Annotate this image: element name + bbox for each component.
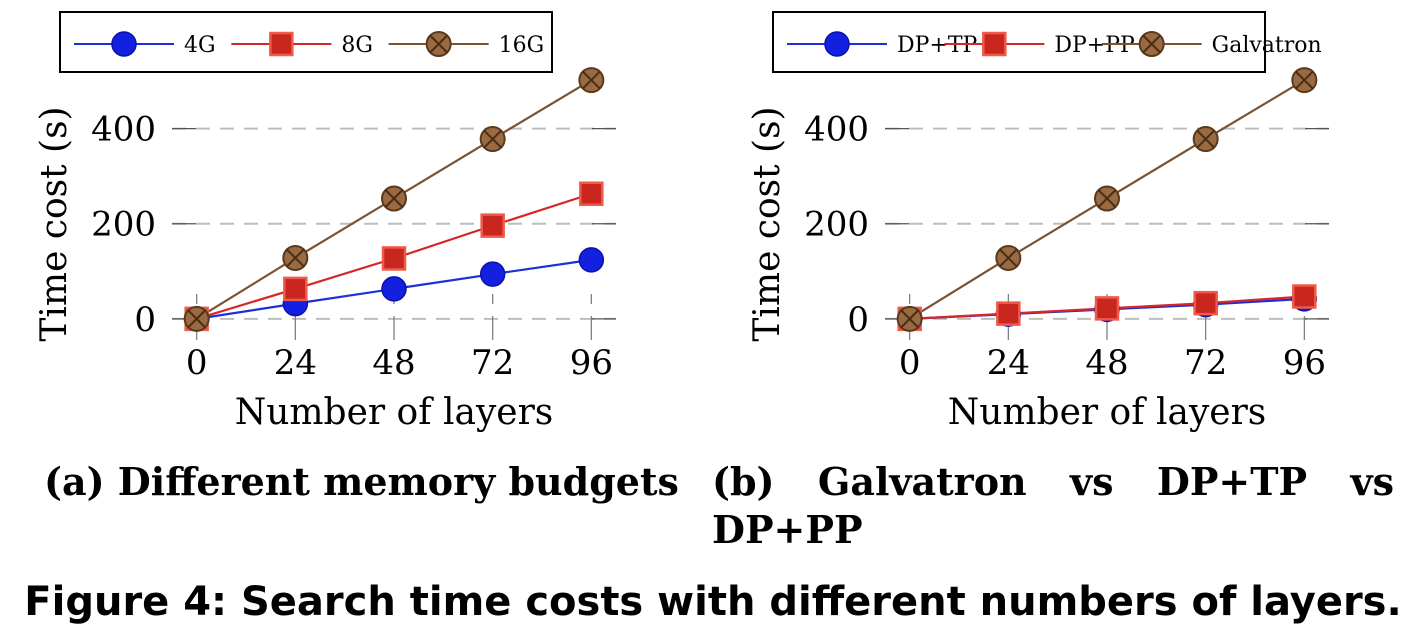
- legend-marker: [1138, 31, 1165, 57]
- data-point: [1192, 126, 1219, 153]
- data-point-cross: [1196, 129, 1215, 149]
- legend-marker: [425, 31, 452, 57]
- x-axis-title: Number of layers: [948, 392, 1267, 433]
- y-tick-label: 400: [804, 110, 869, 150]
- series-markers-2: [183, 67, 605, 332]
- data-point: [578, 67, 605, 94]
- data-point: [579, 181, 604, 207]
- data-point: [1094, 185, 1120, 212]
- legend-label: Galvatron: [1212, 33, 1322, 58]
- legend-box: [59, 11, 553, 73]
- data-point: [381, 185, 407, 212]
- data-point: [1291, 67, 1318, 94]
- legend-label: 4G: [184, 33, 216, 58]
- data-point: [479, 126, 506, 153]
- chart-panel-b: 0 200 400 0 24 48 72 96 Number of layers Time cos…: [713, 0, 1426, 460]
- data-point: [381, 246, 407, 271]
- legend-marker: [824, 31, 850, 57]
- x-tick-label: 96: [1283, 343, 1326, 383]
- legend-marker: [982, 31, 1007, 57]
- x-tick-label: 24: [987, 343, 1030, 383]
- series-markers-2: [896, 67, 1318, 332]
- x-tick-label: 72: [1184, 343, 1227, 383]
- y-tick-label: 200: [804, 205, 869, 245]
- data-point-cross: [1097, 189, 1117, 208]
- x-tick-label: 0: [186, 343, 208, 383]
- subcaption-b-word: vs: [1350, 459, 1394, 504]
- subcaption-b-word: (b): [712, 459, 775, 504]
- x-tick-label: 96: [570, 343, 613, 383]
- x-tick-label: 48: [372, 343, 415, 383]
- data-point: [896, 305, 923, 332]
- legend-marker: [269, 31, 294, 57]
- data-point: [183, 305, 210, 332]
- legend-label: DP+PP: [1054, 33, 1135, 58]
- x-tick-label: 0: [899, 343, 921, 383]
- y-tick-label: 200: [91, 205, 156, 245]
- data-point: [995, 244, 1022, 271]
- subcaption-b-line2: DP+PP: [712, 507, 863, 552]
- figure-caption: Figure 4: Search time costs with differe…: [24, 579, 1402, 625]
- legend-label: 16G: [499, 33, 545, 58]
- data-point-cross: [187, 309, 206, 329]
- legend-marker: [111, 31, 137, 57]
- x-tick-label: 24: [274, 343, 317, 383]
- data-point-cross: [286, 248, 305, 268]
- legend: 4G 8G 16G: [59, 11, 553, 73]
- data-point: [996, 301, 1021, 326]
- data-point-cross: [1295, 70, 1314, 90]
- legend-marker-cross: [429, 34, 448, 54]
- data-point: [1094, 296, 1120, 321]
- data-point: [1193, 290, 1218, 316]
- legend-box: [772, 11, 1266, 73]
- y-axis-title: Time cost (s): [747, 106, 788, 341]
- legend: DP+TP DP+PP Galvatron: [772, 11, 1322, 73]
- chart-a: 0 200 400 0 24 48 72 96 Number of layers Time cos…: [34, 11, 616, 433]
- data-point: [381, 276, 407, 302]
- data-point-cross: [384, 189, 404, 208]
- data-point-cross: [582, 70, 601, 90]
- legend-label: DP+TP: [897, 33, 978, 58]
- y-tick-label: 0: [847, 300, 869, 340]
- subcaption-b-word: Galvatron: [817, 459, 1027, 504]
- data-point: [283, 276, 308, 302]
- x-tick-label: 72: [471, 343, 514, 383]
- legend-marker-cross: [1142, 34, 1161, 54]
- data-point-cross: [483, 129, 502, 149]
- y-axis-title: Time cost (s): [34, 106, 75, 341]
- y-tick-label: 0: [134, 300, 156, 340]
- x-tick-label: 48: [1085, 343, 1128, 383]
- subcaption-b-word: DP+TP: [1156, 459, 1308, 504]
- legend-label: 8G: [341, 33, 373, 58]
- data-point: [282, 244, 309, 271]
- data-point: [480, 213, 505, 238]
- data-point: [1292, 284, 1317, 309]
- data-point: [578, 247, 605, 273]
- y-tick-label: 400: [91, 110, 156, 150]
- chart-b: 0 200 400 0 24 48 72 96 Number of layers Time cos…: [747, 11, 1329, 433]
- chart-panel-a: 0 200 400 0 24 48 72 96 Number of layers Time cos…: [0, 0, 713, 460]
- subcaption-a: (a) Different memory budgets: [44, 459, 679, 504]
- data-point-cross: [999, 248, 1018, 268]
- data-point: [479, 261, 506, 287]
- subcaption-b: (b) Galvatron vs DP+TP vs DP+PP: [712, 458, 1394, 554]
- subcaption-b-word: vs: [1070, 459, 1114, 504]
- data-point-cross: [900, 309, 919, 329]
- subcaption-b-line1: (b) Galvatron vs DP+TP vs: [712, 458, 1394, 506]
- x-axis-title: Number of layers: [235, 392, 554, 433]
